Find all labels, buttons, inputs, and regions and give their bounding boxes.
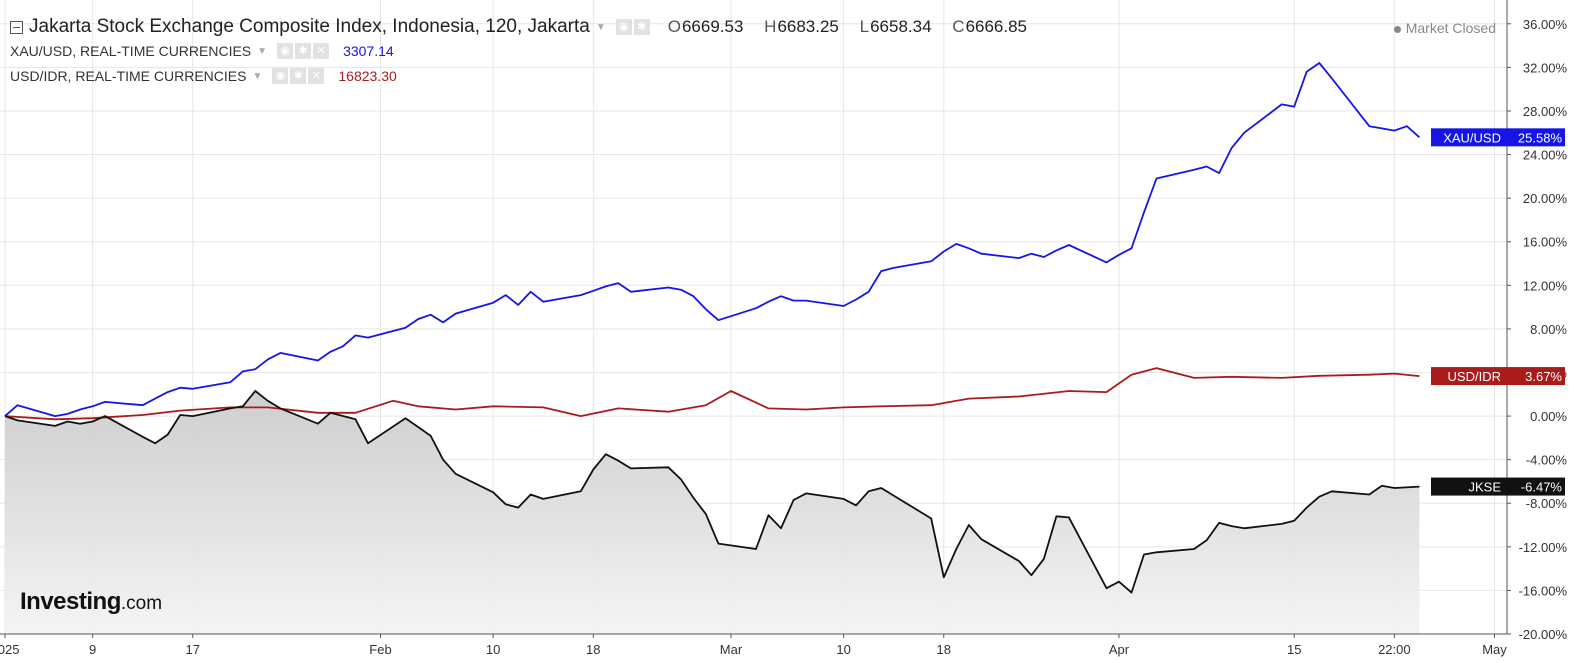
last-value-tag-jkse: JKSE -6.47% [1431, 477, 1565, 496]
close-icon[interactable]: ✕ [313, 43, 330, 59]
high-value: 6683.25 [777, 17, 839, 36]
tag-name-label: USD/IDR [1448, 369, 1501, 384]
high-key: H [764, 17, 777, 36]
gear-icon[interactable]: ✱ [290, 68, 307, 84]
x-tick-label: 18 [586, 642, 600, 657]
eye-icon[interactable]: ◉ [615, 19, 632, 35]
logo-suffix-text: .com [120, 593, 163, 614]
tag-name-box [1431, 367, 1507, 386]
tag-value-box [1507, 477, 1565, 496]
series-layer [4, 62, 1420, 594]
x-tick-label: 2025 [0, 642, 19, 657]
series-line-usd-idr[interactable] [4, 367, 1420, 421]
x-tick-label: 15 [1287, 642, 1301, 657]
price-axis-background [1507, 0, 1574, 658]
x-tick-label: 17 [186, 642, 200, 657]
y-tick-label: -12.00% [1519, 540, 1568, 555]
last-value-tags: XAU/USD 25.58% USD/IDR 3.67% JKSE -6.47% [1431, 128, 1565, 496]
y-tick-label: 20.00% [1523, 191, 1568, 206]
series-area-jkse [5, 391, 1420, 634]
collapse-legend-icon[interactable] [10, 20, 23, 34]
eye-icon[interactable]: ◉ [272, 68, 289, 84]
chevron-down-icon[interactable]: ▼ [252, 70, 263, 82]
investing-logo: Investing.com [20, 588, 162, 616]
tag-value-label: -6.47% [1521, 480, 1563, 495]
tag-value-box [1507, 367, 1565, 386]
y-tick-label: 0.00% [1530, 409, 1567, 424]
price-axis[interactable]: 36.00% 32.00% 28.00% 24.00% 20.00% 16.00% 12.0… [1507, 17, 1567, 642]
area-fill-layer [5, 391, 1420, 634]
overlay-label-idr: USD/IDR, REAL-TIME CURRENCIES [10, 68, 247, 84]
x-tick-label: 22:00 [1378, 642, 1411, 657]
y-tick-label: 12.00% [1523, 278, 1568, 293]
y-tick-label: -8.00% [1526, 496, 1568, 511]
low-value: 6658.34 [870, 17, 932, 36]
tag-value-label: 3.67% [1525, 369, 1562, 384]
gear-icon[interactable]: ✱ [295, 43, 312, 59]
gear-icon[interactable]: ✱ [633, 19, 650, 35]
tag-name-label: XAU/USD [1443, 130, 1501, 145]
x-tick-label: Mar [720, 642, 743, 657]
main-series-legend: Jakarta Stock Exchange Composite Index, … [10, 16, 1043, 38]
y-tick-label: -20.00% [1519, 627, 1568, 642]
series-tools: ◉ ✱ [615, 19, 650, 35]
overlay-value-xau: 3307.14 [343, 43, 394, 59]
chart-title: Jakarta Stock Exchange Composite Index, … [29, 16, 590, 37]
overlay-tools-xau: ◉ ✱ ✕ [277, 43, 330, 59]
close-icon[interactable]: ✕ [308, 68, 325, 84]
overlay-legend-idr: USD/IDR, REAL-TIME CURRENCIES ▼ ◉ ✱ ✕ 16… [10, 68, 1043, 84]
overlay-legend-xau: XAU/USD, REAL-TIME CURRENCIES ▼ ◉ ✱ ✕ 33… [10, 43, 1043, 59]
x-tick-label: 10 [486, 642, 500, 657]
logo-main-text: Investing [20, 588, 121, 615]
y-tick-label: 32.00% [1523, 60, 1568, 75]
overlay-value-idr: 16823.30 [338, 68, 397, 84]
open-value: 6669.53 [681, 17, 744, 36]
tag-name-box [1431, 477, 1507, 496]
open-key: O [667, 17, 681, 36]
chevron-down-icon[interactable]: ▼ [257, 45, 268, 57]
tag-value-box [1507, 128, 1565, 147]
ohlc-values: O6669.53 H6683.25 L6658.34 C6666.85 [668, 17, 1043, 37]
y-tick-label: -16.00% [1519, 583, 1568, 598]
last-value-tag-xau-usd: XAU/USD 25.58% [1431, 128, 1565, 147]
close-value: 6666.85 [965, 17, 1028, 36]
x-tick-label: May [1482, 642, 1507, 657]
y-tick-label: 16.00% [1523, 235, 1568, 250]
chart-legend: Jakarta Stock Exchange Composite Index, … [10, 16, 1043, 84]
overlay-tools-idr: ◉ ✱ ✕ [272, 68, 325, 84]
series-line-xau-usd[interactable] [4, 62, 1420, 417]
x-tick-label: 9 [89, 642, 96, 657]
close-key: C [952, 17, 965, 36]
eye-icon[interactable]: ◉ [277, 43, 294, 59]
series-line-jkse[interactable] [4, 390, 1420, 594]
overlay-label-xau: XAU/USD, REAL-TIME CURRENCIES [10, 43, 252, 59]
low-key: L [859, 17, 870, 36]
status-dot-icon [1393, 25, 1401, 33]
y-tick-label: 8.00% [1530, 322, 1567, 337]
x-tick-label: 18 [937, 642, 951, 657]
tag-value-label: 25.58% [1518, 130, 1563, 145]
x-tick-label: 10 [836, 642, 850, 657]
y-tick-label: 24.00% [1523, 148, 1568, 163]
y-tick-label: -4.00% [1526, 453, 1568, 468]
market-status: Market Closed [1393, 20, 1496, 36]
market-status-text: Market Closed [1405, 20, 1496, 36]
time-axis[interactable]: 2025 9 17 Feb 10 18 Mar 10 18 Apr 15 22:00 May [0, 634, 1507, 657]
last-value-tag-usd-idr: USD/IDR 3.67% [1431, 367, 1565, 386]
x-tick-label: Apr [1109, 642, 1130, 657]
tag-name-label: JKSE [1468, 480, 1501, 495]
y-tick-label: 36.00% [1523, 17, 1568, 32]
chevron-down-icon[interactable]: ▼ [595, 21, 606, 33]
tag-name-box [1431, 128, 1507, 147]
x-tick-label: Feb [369, 642, 391, 657]
y-tick-label: 28.00% [1523, 104, 1568, 119]
